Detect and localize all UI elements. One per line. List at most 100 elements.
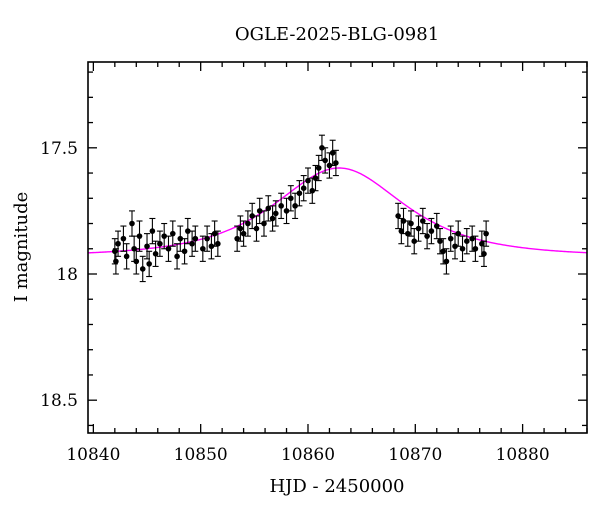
data-point [296,180,303,207]
data-marker [157,240,163,247]
data-point [459,235,466,262]
data-point [204,225,211,252]
data-point [199,235,206,262]
data-marker [312,175,319,181]
data-point [237,215,244,242]
data-marker [443,258,450,265]
data-point [329,139,336,167]
data-marker [245,220,251,227]
data-point [189,230,196,257]
data-point [415,215,422,242]
data-point [269,205,276,232]
x-tick-label: 10840 [66,445,120,465]
data-marker [309,187,316,194]
data-point [300,175,307,202]
data-point [304,167,311,194]
data-marker [139,266,146,272]
x-tick-label: 10860 [281,445,335,465]
data-point [169,220,176,247]
data-point [244,210,251,237]
data-marker [322,157,328,164]
data-marker [152,251,159,257]
data-point [315,154,322,182]
data-marker [253,225,260,232]
tick-labels: 10840 10850 10860 10870 10880 17.5 18 18.5 [40,139,550,465]
data-marker [112,248,118,255]
data-point [123,243,130,270]
x-tick-label: 10870 [388,445,442,465]
data-marker [395,213,401,219]
data-point [455,220,462,247]
x-axis-label: HJD - 2450000 [269,476,404,497]
data-marker [189,240,195,247]
data-marker [296,190,303,197]
data-marker [149,228,156,234]
data-point [278,192,285,220]
data-point [312,164,319,192]
data-point [469,225,476,252]
data-marker [398,228,405,234]
data-marker [400,218,407,224]
data-marker [146,261,152,267]
data-point [395,202,402,230]
data-point [483,220,490,247]
data-marker [113,258,119,265]
data-marker [115,240,121,247]
data-point [287,185,294,212]
data-point [408,210,415,237]
data-point [136,220,143,252]
data-point [440,238,447,265]
data-point [161,222,168,250]
data-marker [408,220,414,227]
data-marker [123,253,130,260]
data-point [472,235,479,262]
data-marker [300,185,307,191]
data-marker [455,230,462,237]
data-marker [256,208,263,214]
data-point [149,217,156,245]
data-marker [185,228,191,234]
data-point [447,225,454,252]
data-point [174,243,181,270]
data-marker [424,233,430,239]
data-marker [469,235,475,242]
data-point [253,215,260,242]
data-marker [161,233,167,239]
data-marker [404,230,411,237]
data-marker [240,230,247,237]
data-marker [283,208,290,214]
data-point [419,207,426,235]
data-points-layer [111,134,490,283]
data-marker [237,225,244,232]
plot-frame [87,61,588,434]
data-marker [481,251,487,257]
data-marker [136,233,143,239]
data-point [192,225,199,252]
data-point [120,225,127,252]
data-marker [169,230,176,237]
data-marker [181,248,188,255]
data-marker [479,240,485,247]
data-point [292,192,299,220]
data-point [404,220,411,247]
data-point [211,220,218,247]
data-point [152,240,159,267]
data-marker [192,235,199,242]
data-marker [452,243,458,250]
chart-title: OGLE-2025-BLG-0981 [235,24,439,45]
data-marker [129,220,135,227]
data-marker [333,160,339,166]
data-point [115,230,122,257]
data-marker [483,230,489,237]
data-marker [315,165,322,171]
data-marker [234,235,240,242]
model-curve-layer [87,167,588,254]
data-point [133,248,140,275]
data-point [234,225,241,252]
data-marker [177,235,184,242]
data-point [208,233,215,260]
data-marker [305,177,311,184]
y-axis-label: I magnitude [11,192,32,303]
data-point [260,210,267,237]
data-marker [174,253,180,260]
